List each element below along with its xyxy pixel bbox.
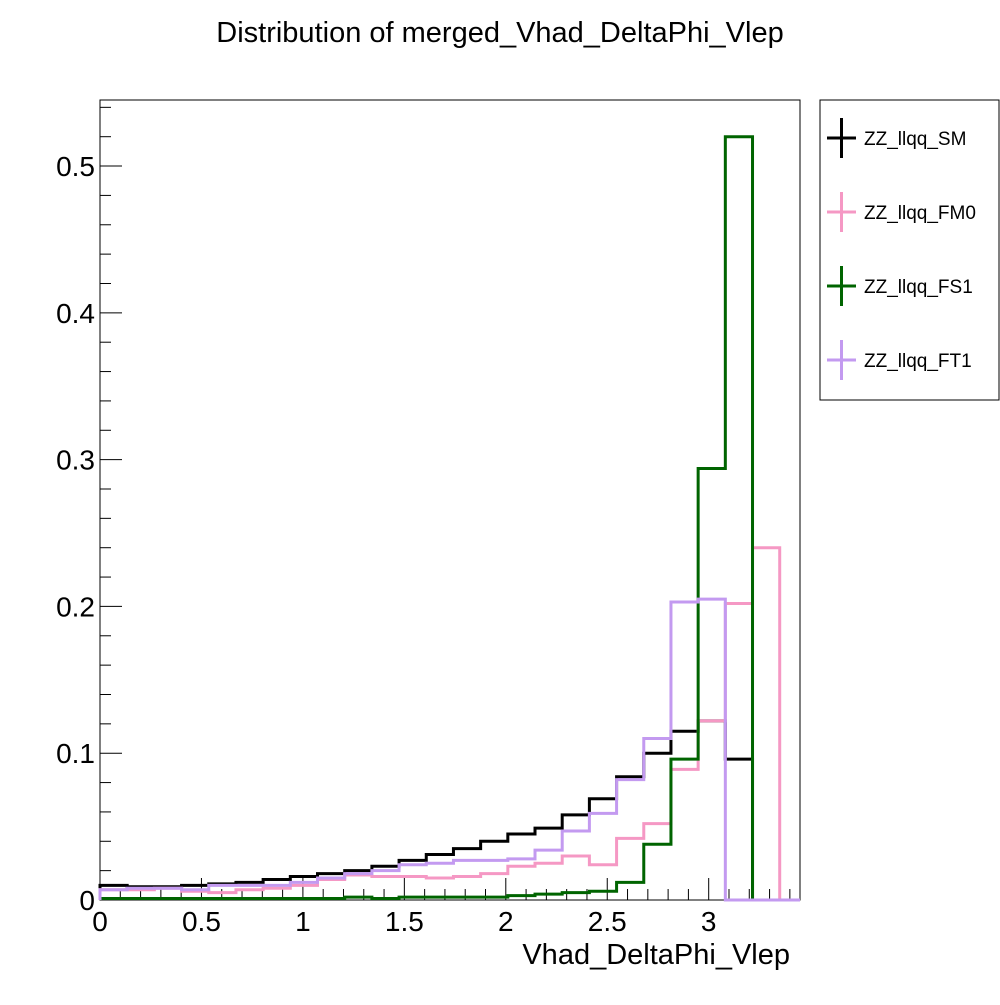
legend-label-zz-llqq-ft1: ZZ_llqq_FT1 [864, 351, 972, 372]
x-tick-label: 2.5 [588, 906, 627, 937]
legend-label-zz-llqq-sm: ZZ_llqq_SM [864, 129, 966, 150]
series-line-zz-llqq-fm0 [98, 546, 800, 902]
chart-title: Distribution of merged_Vhad_DeltaPhi_Vle… [216, 17, 783, 49]
legend-label-zz-llqq-fm0: ZZ_llqq_FM0 [864, 203, 976, 224]
y-tick-label: 0.3 [56, 445, 95, 476]
x-tick-label: 1 [295, 906, 311, 937]
series-line-zz-llqq-ft1 [98, 597, 800, 902]
axis-ticks [99, 106, 791, 901]
x-tick-label: 1.5 [385, 906, 424, 937]
y-tick-label: 0.4 [56, 298, 95, 329]
y-tick-label: 0 [79, 885, 95, 916]
x-tick-label: 2 [498, 906, 514, 937]
y-tick-label: 0.5 [56, 151, 95, 182]
legend: ZZ_llqq_SM ZZ_llqq_FM0 ZZ_llqq_FS1 ZZ_llqq_… [827, 118, 976, 380]
x-tick-label: 0.5 [182, 906, 221, 937]
x-axis-label: Vhad_DeltaPhi_Vlep [522, 939, 790, 971]
y-tick-label: 0.1 [56, 738, 95, 769]
tick-labels: 0 0.1 0.2 0.3 0.4 0.5 0 0.5 1 1.5 2 2.5 3 [56, 151, 716, 937]
y-tick-label: 0.2 [56, 591, 95, 622]
series-line-zz-llqq-fs1 [98, 135, 800, 902]
series-line-zz-llqq-sm [98, 719, 800, 902]
x-tick-label: 0 [92, 906, 108, 937]
legend-label-zz-llqq-fs1: ZZ_llqq_FS1 [864, 277, 973, 298]
x-tick-label: 3 [701, 906, 717, 937]
legend-box [819, 99, 1000, 401]
series-group [98, 135, 800, 902]
plot-frame [99, 99, 801, 901]
